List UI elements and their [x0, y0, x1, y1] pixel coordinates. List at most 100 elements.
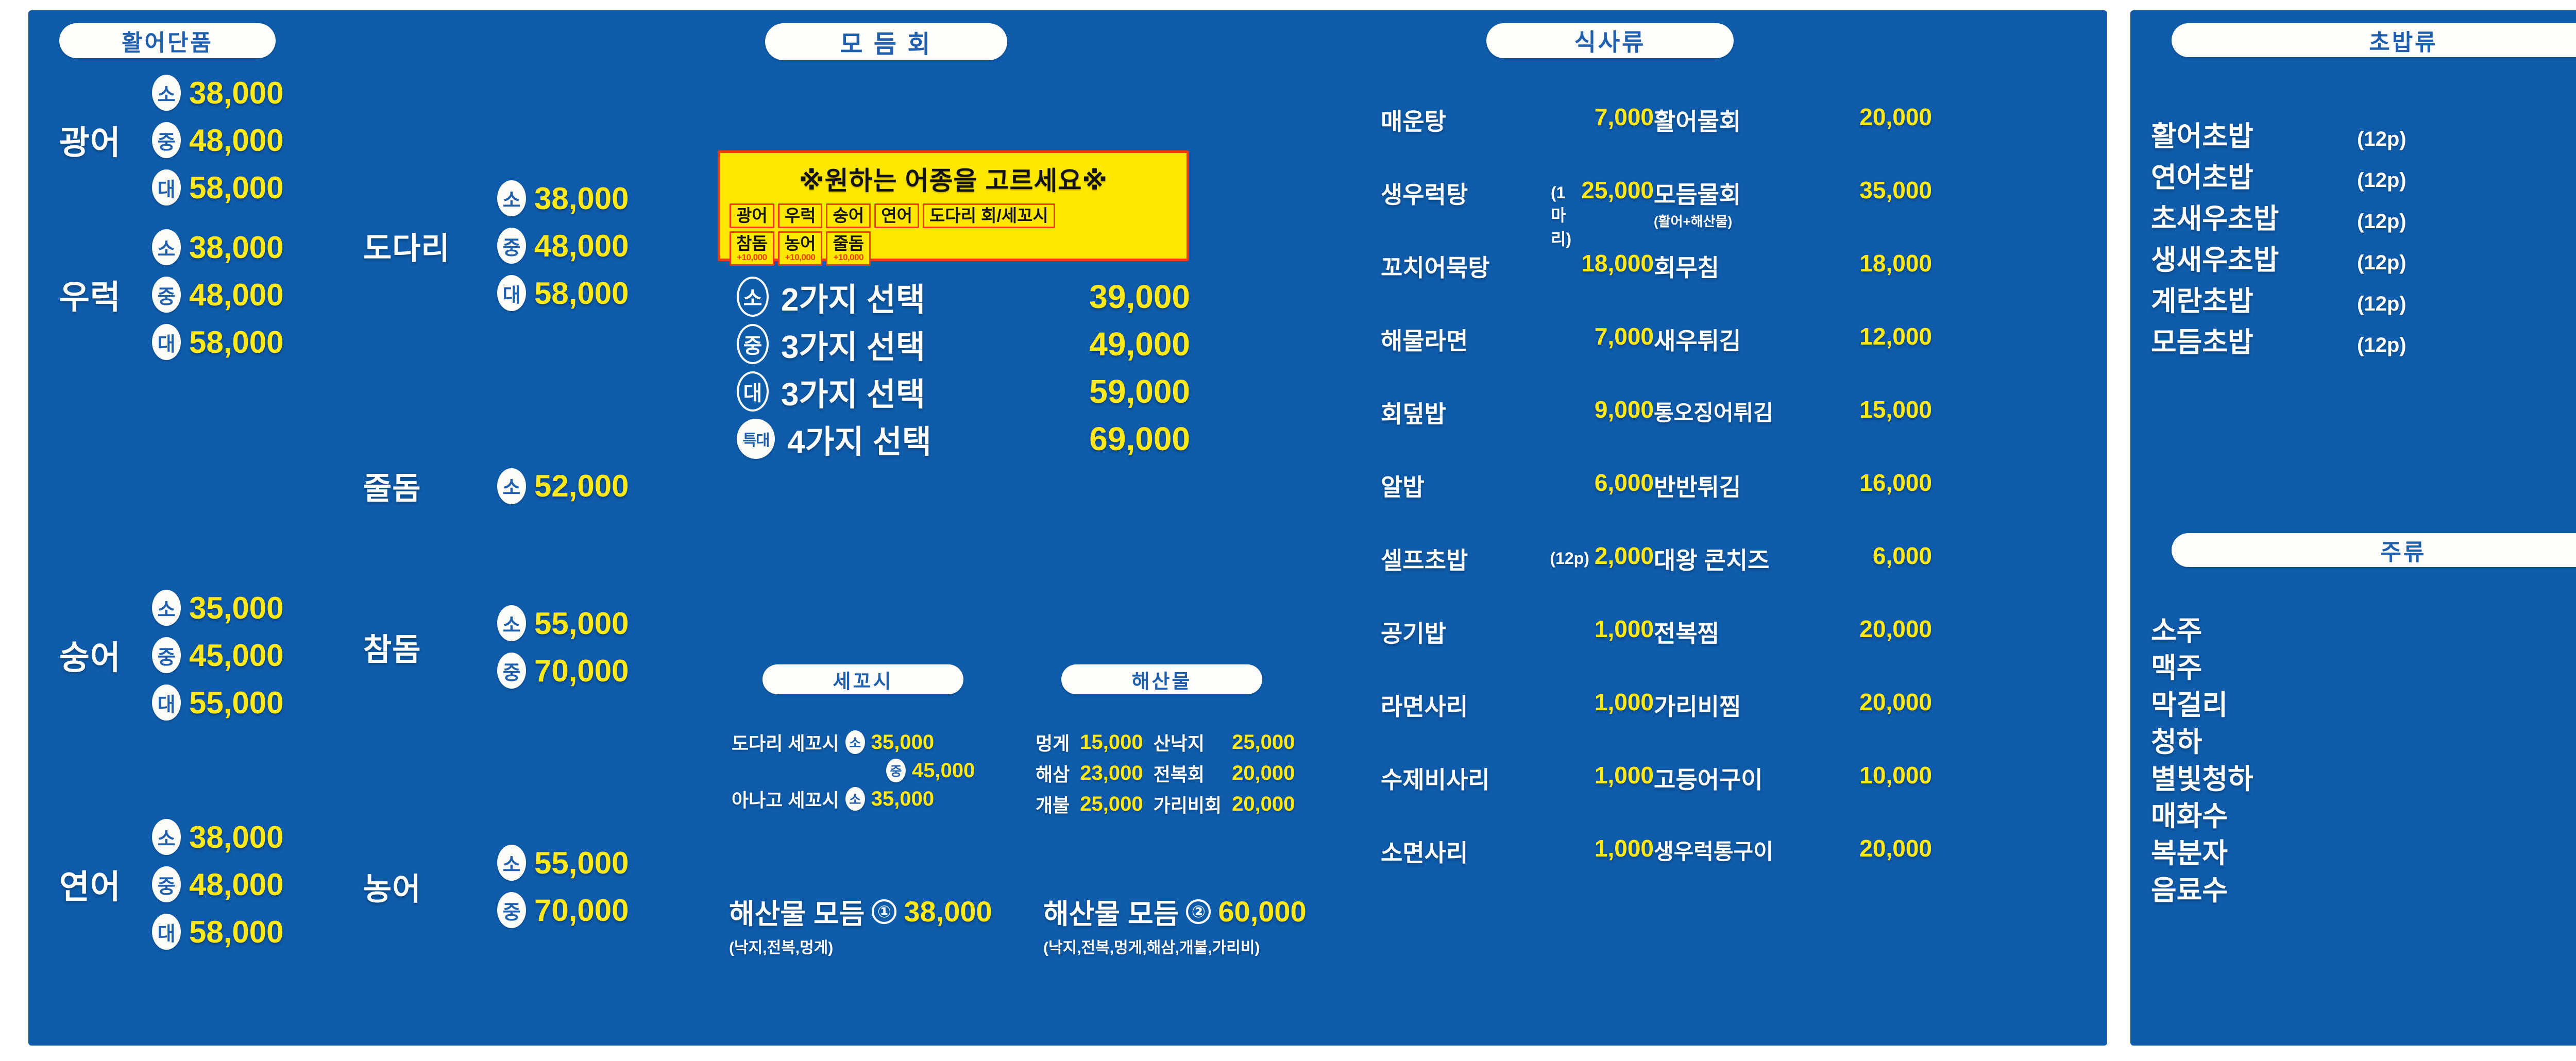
price-value: 70,000	[534, 893, 629, 928]
list-item: 매화수 6,000	[2151, 793, 2576, 832]
booze-name: 음료수	[2151, 875, 2228, 906]
section-header-live-fish: 활어단품	[59, 23, 276, 58]
meal-name-sub: (활어+해산물)	[1654, 214, 1733, 229]
sekkoshi-price: 45,000	[912, 759, 975, 782]
sushi-name: 연어초밥	[2151, 162, 2253, 193]
sekkoshi-row-sub: 중 45,000	[732, 759, 1025, 782]
combo-number: ①	[872, 899, 897, 924]
list-item: 맥주 5,000	[2151, 645, 2576, 683]
meal-name: 가리비찜	[1654, 688, 1741, 722]
table-row: 전복찜	[1654, 615, 1829, 688]
meal-price: 1,000	[1594, 762, 1654, 789]
meal-name: 셀프초밥	[1381, 547, 1468, 574]
fish-tag[interactable]: 연어	[874, 203, 919, 228]
size-badge-medium: 중	[497, 892, 526, 928]
meal-name: 소면사리	[1381, 840, 1468, 866]
meal-unit: (1마리)	[1551, 183, 1572, 248]
size-badge-medium: 중	[886, 759, 906, 782]
size-badge-large: 대	[152, 169, 181, 206]
seafood-name: 가리비회	[1153, 795, 1222, 816]
meal-name: 꼬치어묵탕	[1381, 254, 1490, 281]
table-row: 공기밥	[1381, 615, 1551, 688]
price-value: 48,000	[189, 277, 284, 312]
meal-name: 모듬물회 (활어+해산물)	[1654, 176, 1741, 230]
price-value: 38,000	[189, 75, 284, 110]
combo-name: 해산물 모듬	[729, 899, 865, 930]
section-header-seafood: 해산물	[1061, 664, 1262, 694]
sekkoshi-list: 도다리 세꼬시 소 35,000 중 45,000 아나고 세꼬시 소 35,0…	[732, 729, 1025, 815]
fish-name: 줄돔	[363, 471, 421, 506]
fish-tag[interactable]: 줄돔 +10,000	[826, 231, 871, 266]
set-label: 4가지 선택	[787, 424, 931, 460]
price-value: 55,000	[534, 606, 629, 641]
price-value: 58,000	[189, 170, 284, 205]
table-row: 18,000	[1551, 249, 1654, 322]
seafood-price: 15,000	[1080, 730, 1143, 754]
table-row: 10,000	[1829, 761, 1932, 834]
price-row: 중 48,000	[152, 122, 284, 158]
table-row: 새우튀김	[1654, 322, 1829, 396]
price-value: 52,000	[534, 469, 629, 503]
table-row: 고등어구이	[1654, 761, 1829, 834]
section-header-meal: 식사류	[1486, 23, 1734, 58]
table-row: 20,000	[1829, 834, 1932, 908]
table-row: 회무침	[1654, 249, 1829, 322]
fish-tag[interactable]: 참돔 +10,000	[730, 231, 774, 266]
table-row: 해물라면	[1381, 322, 1551, 396]
set-price: 49,000	[1089, 326, 1190, 363]
list-item: 소주 5,000	[2151, 608, 2576, 646]
meal-price: 10,000	[1859, 762, 1932, 789]
fish-tag[interactable]: 도다리 회/세꼬시	[922, 203, 1055, 228]
price-row: 소 55,000	[497, 845, 629, 881]
meal-price: 6,000	[1594, 469, 1654, 496]
sekkoshi-price: 35,000	[871, 730, 935, 754]
sushi-name: 활어초밥	[2151, 121, 2253, 152]
price-row: 대 58,000	[152, 324, 284, 360]
size-badge-medium: 중	[737, 324, 769, 364]
price-value: 58,000	[189, 914, 284, 949]
fish-tag-label: 줄돔	[833, 234, 865, 253]
fish-tag[interactable]: 숭어	[826, 203, 871, 228]
meal-price: 35,000	[1859, 177, 1932, 203]
section-header-sekkoshi-label: 세꼬시	[833, 671, 893, 693]
meal-price: 18,000	[1859, 250, 1932, 277]
price-value: 55,000	[189, 685, 284, 720]
combo-contents: (낙지,전복,멍게)	[729, 939, 834, 956]
table-row: 알밥	[1381, 469, 1551, 542]
booze-name: 별빛청하	[2151, 764, 2253, 795]
seafood-price: 25,000	[1232, 730, 1295, 754]
price-value: 38,000	[189, 819, 284, 854]
price-row: 대 58,000	[152, 914, 284, 950]
seafood-name: 전복회	[1153, 764, 1205, 785]
table-row: 6,000	[1551, 469, 1654, 542]
size-badge-small: 소	[152, 590, 181, 626]
table-row: 생우럭통구이	[1654, 834, 1829, 908]
fish-group-mullet: 숭어 소 35,000 중 45,000 대 55,000	[59, 590, 284, 721]
list-item: 막걸리 5,000	[2151, 682, 2576, 721]
meal-name-text: 전복찜	[1654, 620, 1719, 647]
price-value: 48,000	[534, 228, 629, 263]
price-row: 중 45,000	[152, 637, 284, 673]
table-row: 꼬치어묵탕	[1381, 249, 1551, 322]
list-item: 모듬초밥 (12p) 20,000	[2151, 319, 2576, 361]
fish-tag[interactable]: 광어	[730, 203, 774, 228]
size-badge-small: 소	[497, 845, 526, 881]
size-badge-small: 소	[497, 180, 526, 216]
fish-tag-label: 도다리 회/세꼬시	[929, 206, 1048, 225]
price-value: 38,000	[534, 181, 629, 216]
price-row: 중 70,000	[497, 653, 629, 689]
seafood-name: 산낙지	[1153, 733, 1205, 754]
price-row: 대 58,000	[152, 169, 284, 206]
price-value: 58,000	[189, 324, 284, 360]
fish-group-rockfish: 우럭 소 38,000 중 48,000 대 58,000	[59, 229, 284, 360]
set-row: 대 3가지 선택 59,000	[737, 368, 1190, 415]
price-row: 소 38,000	[152, 75, 284, 111]
fish-tag-label: 우럭	[784, 206, 816, 225]
fish-tag[interactable]: 농어 +10,000	[777, 231, 823, 266]
list-item: 계란초밥 (12p) 13,000	[2151, 278, 2576, 319]
size-badge-medium: 중	[497, 228, 526, 264]
price-value: 45,000	[189, 638, 284, 673]
combo-contents: (낙지,전복,멍게,해삼,개불,가리비)	[1043, 939, 1260, 956]
meal-price: 9,000	[1594, 396, 1654, 423]
fish-tag[interactable]: 우럭	[777, 203, 823, 228]
